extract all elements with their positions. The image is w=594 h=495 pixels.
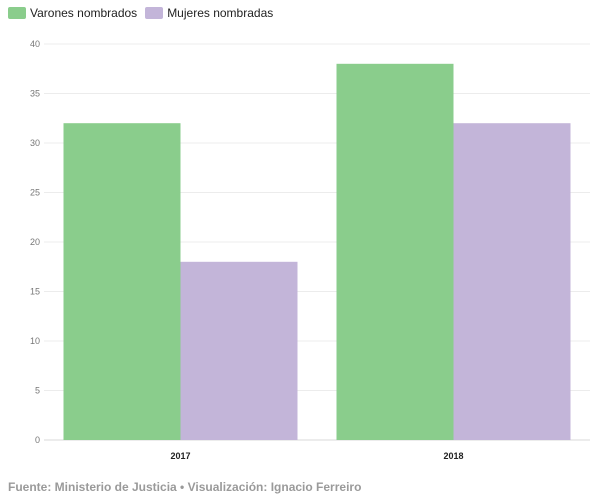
- y-tick-label: 25: [30, 188, 40, 198]
- legend-swatch-varones: [8, 7, 26, 19]
- legend-item-varones[interactable]: Varones nombrados: [8, 6, 137, 20]
- bar-varones-2017: [63, 123, 181, 440]
- bar-mujeres-2018: [453, 123, 571, 440]
- y-tick-label: 10: [30, 336, 40, 346]
- legend-swatch-mujeres: [145, 7, 164, 19]
- y-tick-label: 30: [30, 138, 40, 148]
- y-tick-label: 0: [35, 435, 40, 445]
- bar-varones-2018: [336, 63, 454, 441]
- bar-mujeres-2017: [180, 261, 298, 440]
- y-tick-label: 15: [30, 287, 40, 297]
- y-tick-label: 35: [30, 89, 40, 99]
- legend-label-mujeres: Mujeres nombradas: [167, 6, 274, 20]
- source-credit: Fuente: Ministerio de Justicia • Visuali…: [8, 480, 362, 494]
- y-tick-label: 40: [30, 39, 40, 49]
- x-tick-label: 2017: [170, 451, 190, 461]
- y-tick-label: 5: [35, 386, 40, 396]
- legend: Varones nombrados Mujeres nombradas: [8, 6, 273, 20]
- legend-item-mujeres[interactable]: Mujeres nombradas: [145, 6, 273, 20]
- legend-label-varones: Varones nombrados: [30, 6, 138, 20]
- x-tick-label: 2018: [443, 451, 463, 461]
- y-tick-label: 20: [30, 237, 40, 247]
